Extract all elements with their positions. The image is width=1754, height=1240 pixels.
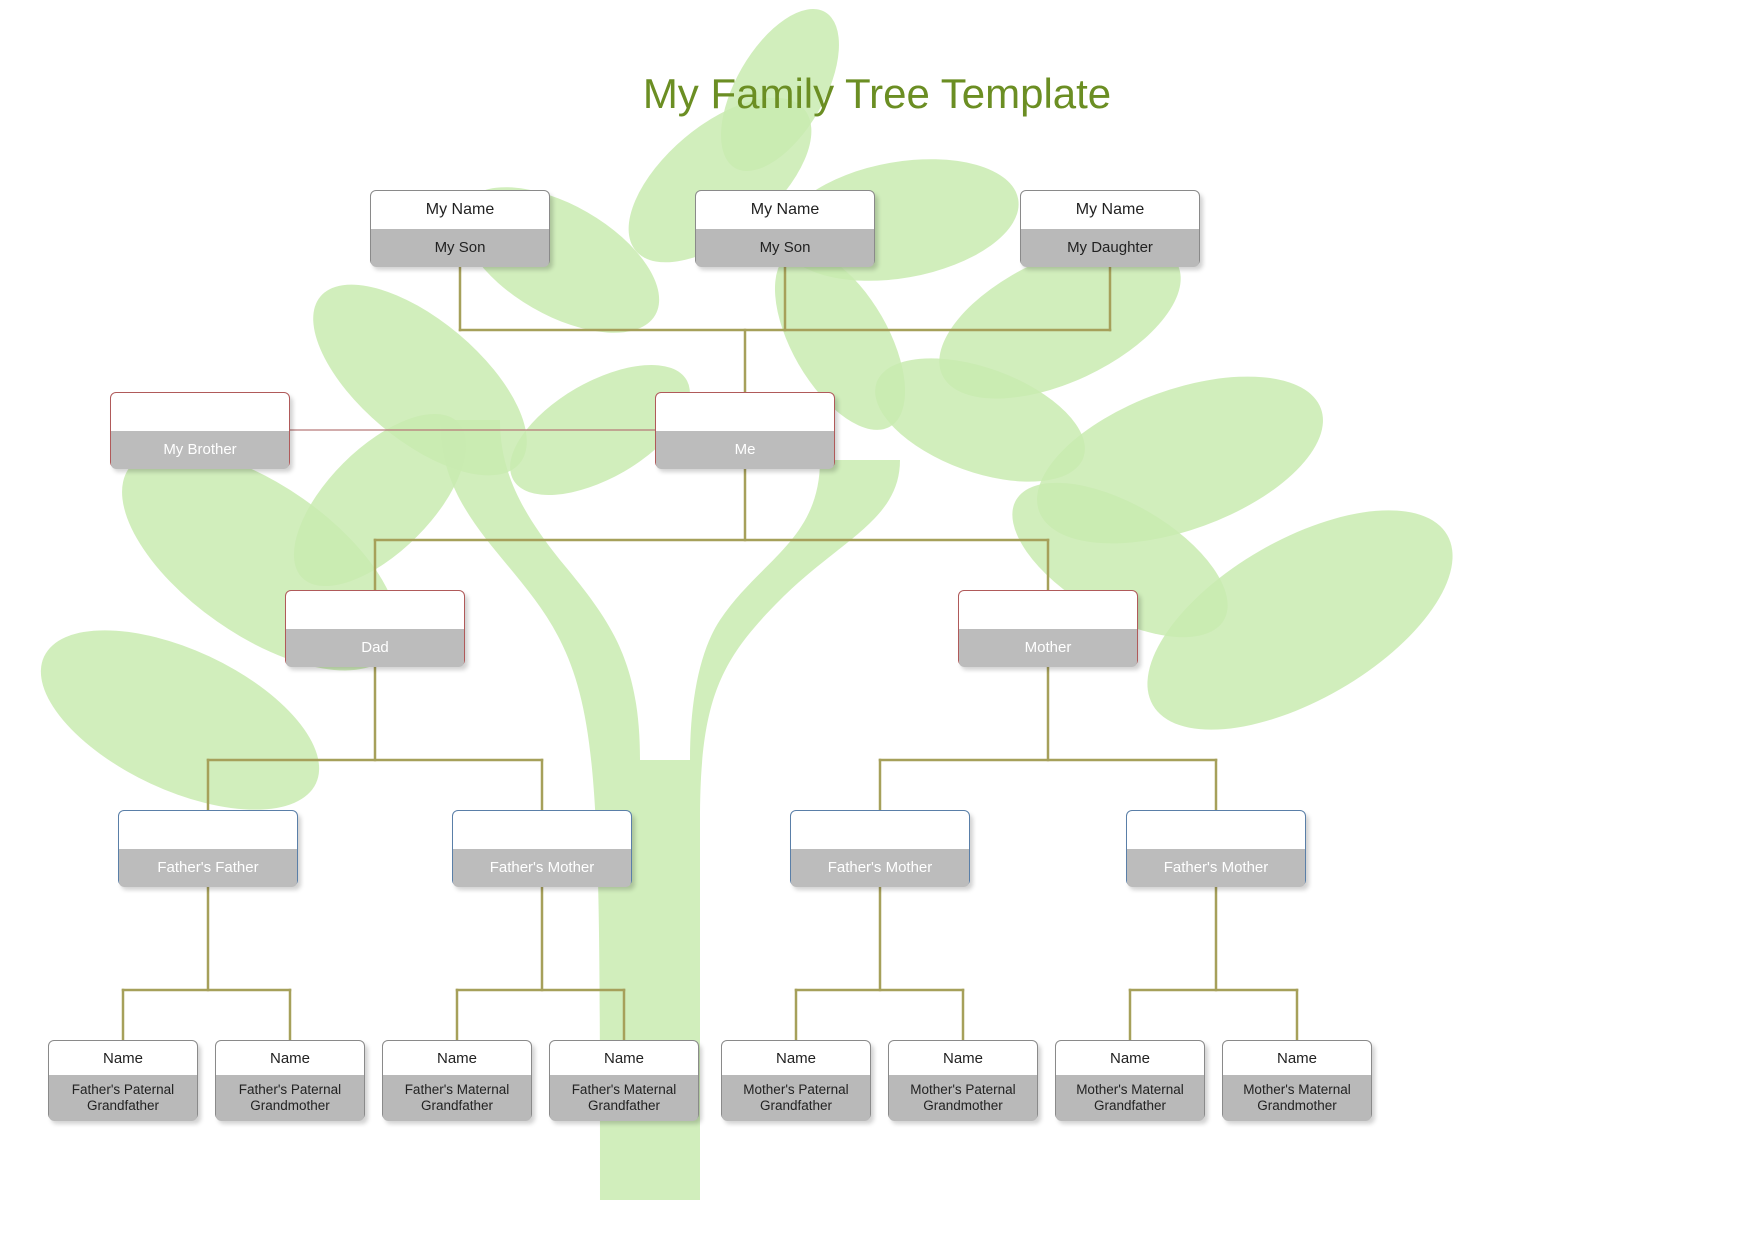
node-g2-name: Name (216, 1041, 364, 1075)
node-c3-relation: My Daughter (1021, 229, 1199, 267)
node-me-relation: Me (656, 431, 834, 469)
node-g4-name: Name (550, 1041, 698, 1075)
node-mom: NameMother (958, 590, 1138, 666)
node-mm-name: Name (1127, 811, 1305, 849)
node-c3-name: My Name (1021, 191, 1199, 229)
node-c2-name: My Name (696, 191, 874, 229)
node-g3: NameFather's Maternal Grandfather (382, 1040, 532, 1120)
node-c2-relation: My Son (696, 229, 874, 267)
node-mom-name: Name (959, 591, 1137, 629)
node-ff-name: Name (119, 811, 297, 849)
node-g6: NameMother's Paternal Grandmother (888, 1040, 1038, 1120)
node-bro-name: My Name (111, 393, 289, 431)
node-c1-name: My Name (371, 191, 549, 229)
node-g1: NameFather's Paternal Grandfather (48, 1040, 198, 1120)
node-g6-name: Name (889, 1041, 1037, 1075)
node-fm-name: Name (453, 811, 631, 849)
node-c3: My NameMy Daughter (1020, 190, 1200, 266)
node-g4-relation: Father's Maternal Grandfather (550, 1075, 698, 1121)
node-g2: NameFather's Paternal Grandmother (215, 1040, 365, 1120)
node-fm-relation: Father's Mother (453, 849, 631, 887)
node-dad-relation: Dad (286, 629, 464, 667)
node-g1-relation: Father's Paternal Grandfather (49, 1075, 197, 1121)
node-mf: NameFather's Mother (790, 810, 970, 886)
node-g7-name: Name (1056, 1041, 1204, 1075)
page-title: My Family Tree Template (0, 70, 1754, 118)
node-me-name: My Name (656, 393, 834, 431)
node-fm: NameFather's Mother (452, 810, 632, 886)
node-g1-name: Name (49, 1041, 197, 1075)
node-ff-relation: Father's Father (119, 849, 297, 887)
node-g8-relation: Mother's Maternal Grandmother (1223, 1075, 1371, 1121)
node-g5-name: Name (722, 1041, 870, 1075)
node-g2-relation: Father's Paternal Grandmother (216, 1075, 364, 1121)
node-me: My NameMe (655, 392, 835, 468)
node-g7: NameMother's Maternal Grandfather (1055, 1040, 1205, 1120)
node-g5-relation: Mother's Paternal Grandfather (722, 1075, 870, 1121)
node-g4: NameFather's Maternal Grandfather (549, 1040, 699, 1120)
node-dad: NameDad (285, 590, 465, 666)
node-g3-relation: Father's Maternal Grandfather (383, 1075, 531, 1121)
node-g6-relation: Mother's Paternal Grandmother (889, 1075, 1037, 1121)
node-g7-relation: Mother's Maternal Grandfather (1056, 1075, 1204, 1121)
node-mf-relation: Father's Mother (791, 849, 969, 887)
node-mm-relation: Father's Mother (1127, 849, 1305, 887)
node-g3-name: Name (383, 1041, 531, 1075)
node-ff: NameFather's Father (118, 810, 298, 886)
node-bro-relation: My Brother (111, 431, 289, 469)
node-c1: My NameMy Son (370, 190, 550, 266)
node-bro: My NameMy Brother (110, 392, 290, 468)
node-c1-relation: My Son (371, 229, 549, 267)
node-mf-name: Name (791, 811, 969, 849)
node-g8: NameMother's Maternal Grandmother (1222, 1040, 1372, 1120)
node-mom-relation: Mother (959, 629, 1137, 667)
node-dad-name: Name (286, 591, 464, 629)
node-g8-name: Name (1223, 1041, 1371, 1075)
node-g5: NameMother's Paternal Grandfather (721, 1040, 871, 1120)
node-c2: My NameMy Son (695, 190, 875, 266)
node-mm: NameFather's Mother (1126, 810, 1306, 886)
